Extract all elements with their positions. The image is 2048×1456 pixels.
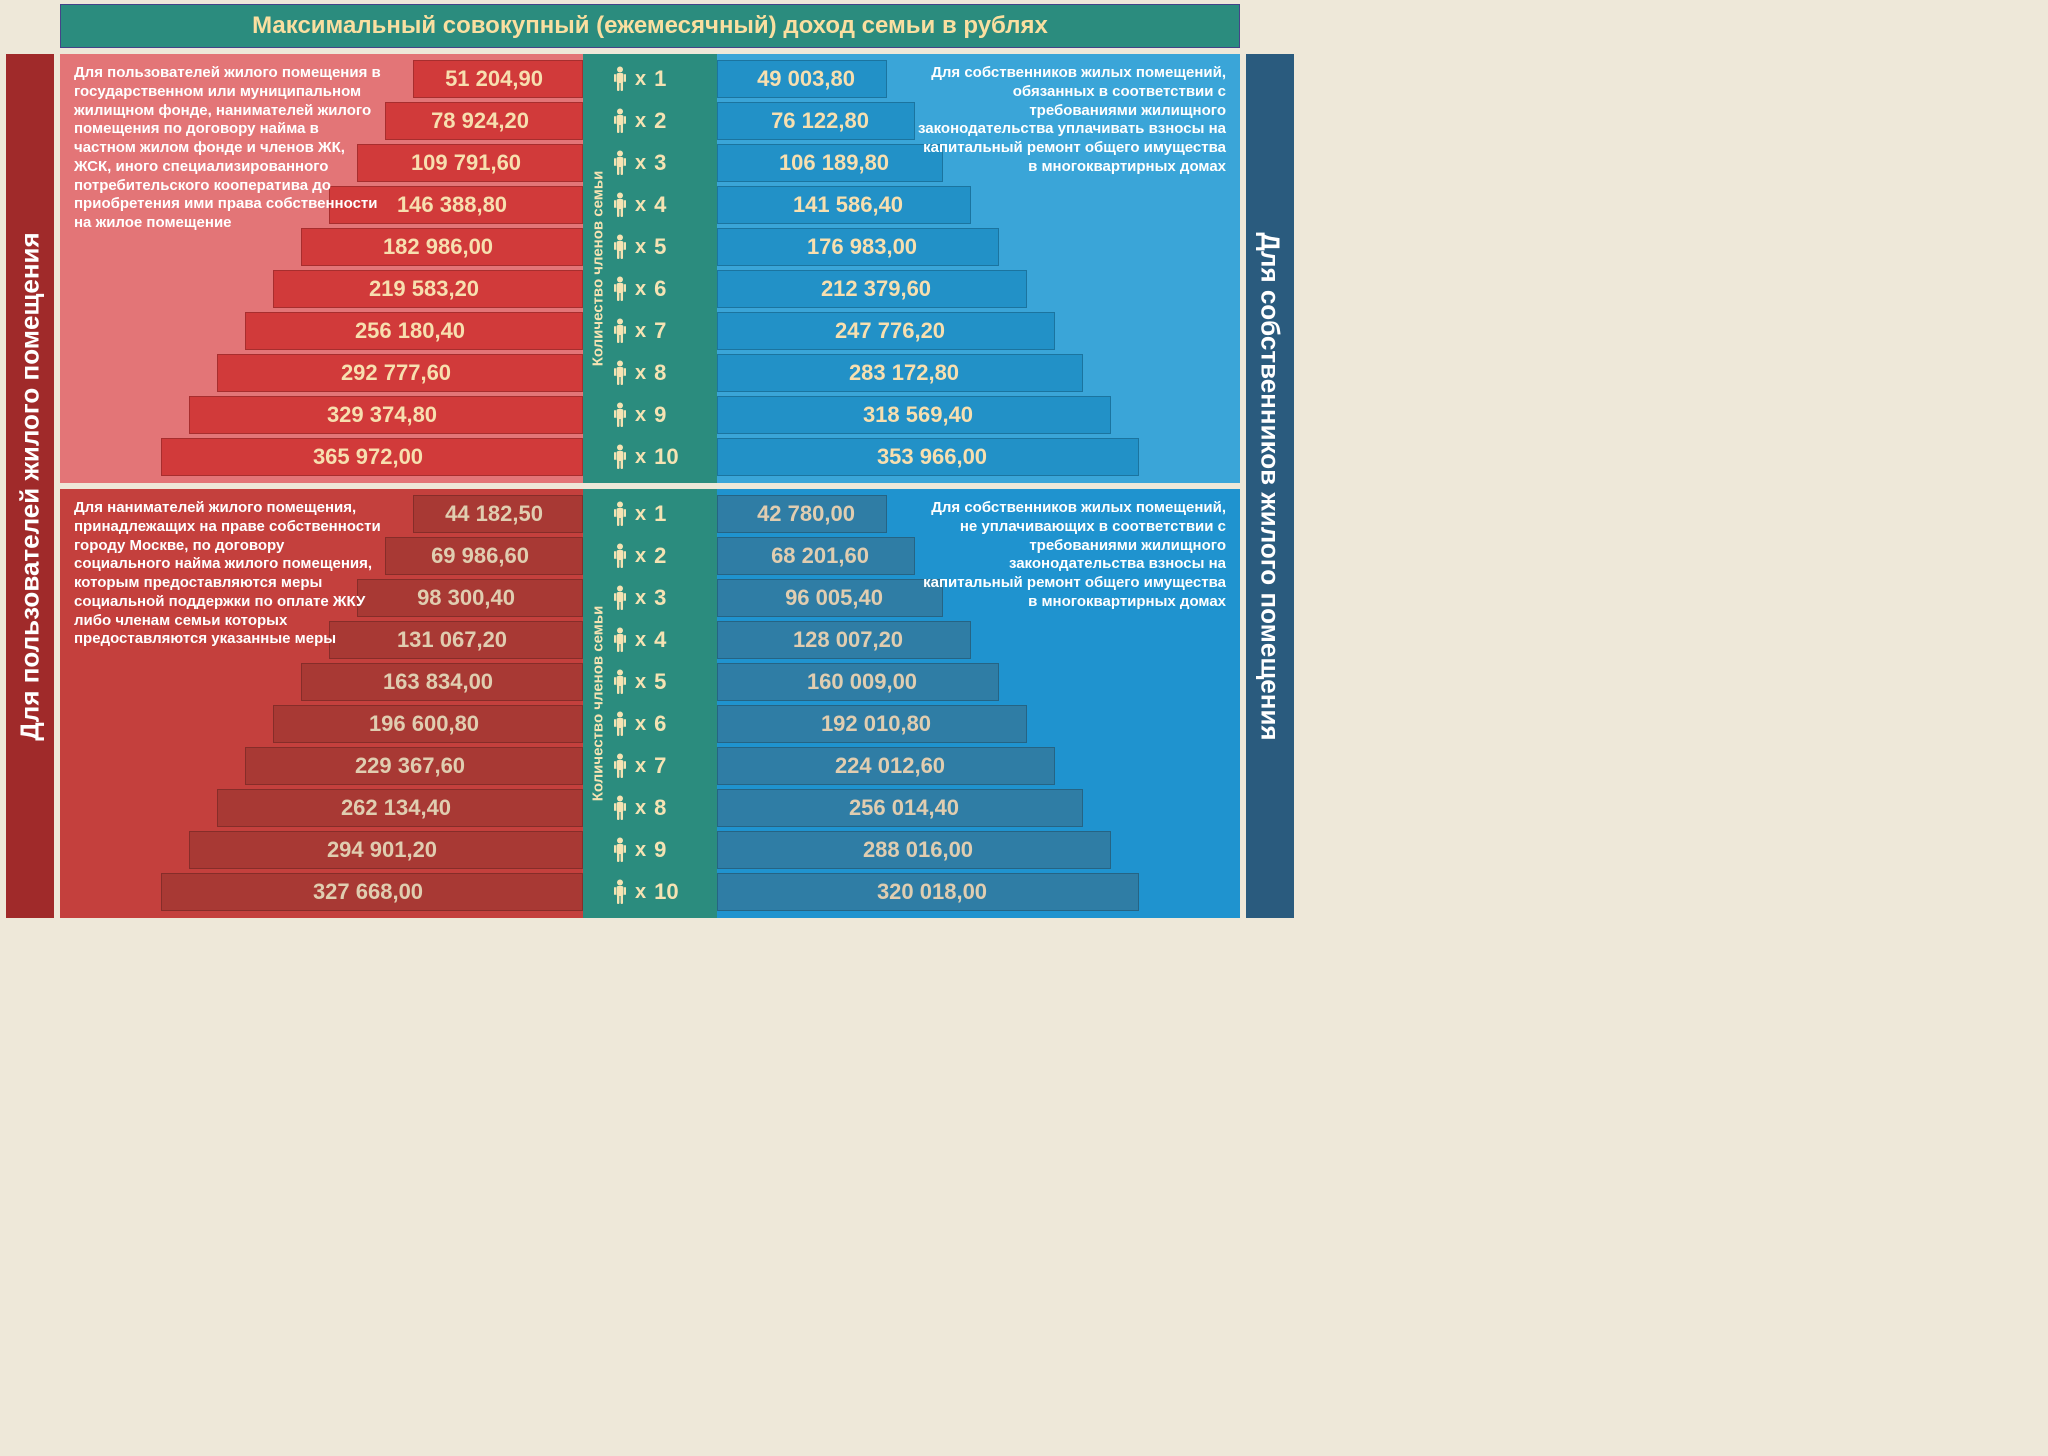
income-row: 365 972,00	[161, 438, 583, 476]
person-icon	[611, 710, 629, 738]
bottom-section: Для нанимателей жилого помещения, принад…	[60, 489, 1240, 918]
family-size-row: x6	[611, 270, 711, 308]
income-row: 51 204,90	[413, 60, 583, 98]
income-row: 106 189,80	[717, 144, 943, 182]
income-row: 219 583,20	[273, 270, 583, 308]
income-row: 318 569,40	[717, 396, 1111, 434]
family-size-row: x10	[611, 438, 711, 476]
family-size-row: x1	[611, 60, 711, 98]
family-size-row: x9	[611, 396, 711, 434]
income-row: 329 374,80	[189, 396, 583, 434]
person-icon	[611, 500, 629, 528]
income-row: 212 379,60	[717, 270, 1027, 308]
family-size-row: x4	[611, 186, 711, 224]
income-row: 42 780,00	[717, 495, 887, 533]
income-row: 141 586,40	[717, 186, 971, 224]
income-row: 256 180,40	[245, 312, 583, 350]
family-size-row: x3	[611, 144, 711, 182]
person-icon	[611, 401, 629, 429]
family-size-row: x8	[611, 789, 711, 827]
family-size-row: x2	[611, 102, 711, 140]
family-size-row: x1	[611, 495, 711, 533]
right-vertical-label: Для собственников жилого помещения	[1246, 54, 1294, 918]
family-size-row: x2	[611, 537, 711, 575]
income-row: 78 924,20	[385, 102, 583, 140]
income-row: 224 012,60	[717, 747, 1055, 785]
infographic: Максимальный совокупный (ежемесячный) до…	[0, 0, 1300, 924]
income-row: 163 834,00	[301, 663, 583, 701]
income-row: 320 018,00	[717, 873, 1139, 911]
section-description: Для пользователей жилого помещения в гос…	[74, 64, 384, 233]
income-row: 128 007,20	[717, 621, 971, 659]
person-icon	[611, 668, 629, 696]
income-row: 49 003,80	[717, 60, 887, 98]
top-section: Для пользователей жилого помещения в гос…	[60, 54, 1240, 483]
person-icon	[611, 233, 629, 261]
income-row: 68 201,60	[717, 537, 915, 575]
person-icon	[611, 626, 629, 654]
person-icon	[611, 878, 629, 906]
family-size-row: x7	[611, 312, 711, 350]
income-row: 283 172,80	[717, 354, 1083, 392]
income-row: 69 986,60	[385, 537, 583, 575]
family-size-row: x4	[611, 621, 711, 659]
person-icon	[611, 443, 629, 471]
section-description: Для собственников жилых помещений, обяза…	[916, 64, 1226, 177]
family-size-row: x3	[611, 579, 711, 617]
family-size-row: x7	[611, 747, 711, 785]
income-row: 192 010,80	[717, 705, 1027, 743]
income-row: 288 016,00	[717, 831, 1111, 869]
income-row: 44 182,50	[413, 495, 583, 533]
income-row: 247 776,20	[717, 312, 1055, 350]
person-icon	[611, 752, 629, 780]
family-size-row: x10	[611, 873, 711, 911]
income-row: 160 009,00	[717, 663, 999, 701]
person-icon	[611, 542, 629, 570]
income-row: 109 791,60	[357, 144, 583, 182]
section-description: Для собственников жилых помещений, не уп…	[916, 499, 1226, 612]
person-icon	[611, 836, 629, 864]
income-row: 292 777,60	[217, 354, 583, 392]
person-icon	[611, 359, 629, 387]
family-size-row: x6	[611, 705, 711, 743]
income-row: 353 966,00	[717, 438, 1139, 476]
income-row: 262 134,40	[217, 789, 583, 827]
income-row: 327 668,00	[161, 873, 583, 911]
income-row: 98 300,40	[357, 579, 583, 617]
person-icon	[611, 275, 629, 303]
person-icon	[611, 584, 629, 612]
left-vertical-label: Для пользователей жилого помещения	[6, 54, 54, 918]
income-row: 196 600,80	[273, 705, 583, 743]
income-row: 176 983,00	[717, 228, 999, 266]
income-row: 182 986,00	[301, 228, 583, 266]
income-row: 294 901,20	[189, 831, 583, 869]
person-icon	[611, 107, 629, 135]
income-row: 256 014,40	[717, 789, 1083, 827]
person-icon	[611, 65, 629, 93]
family-size-row: x5	[611, 663, 711, 701]
income-row: 76 122,80	[717, 102, 915, 140]
section-description: Для нанимателей жилого помещения, принад…	[74, 499, 384, 649]
person-icon	[611, 794, 629, 822]
person-icon	[611, 317, 629, 345]
family-size-row: x8	[611, 354, 711, 392]
person-icon	[611, 191, 629, 219]
family-size-row: x5	[611, 228, 711, 266]
income-row: 96 005,40	[717, 579, 943, 617]
title: Максимальный совокупный (ежемесячный) до…	[60, 4, 1240, 48]
person-icon	[611, 149, 629, 177]
income-row: 229 367,60	[245, 747, 583, 785]
family-size-row: x9	[611, 831, 711, 869]
